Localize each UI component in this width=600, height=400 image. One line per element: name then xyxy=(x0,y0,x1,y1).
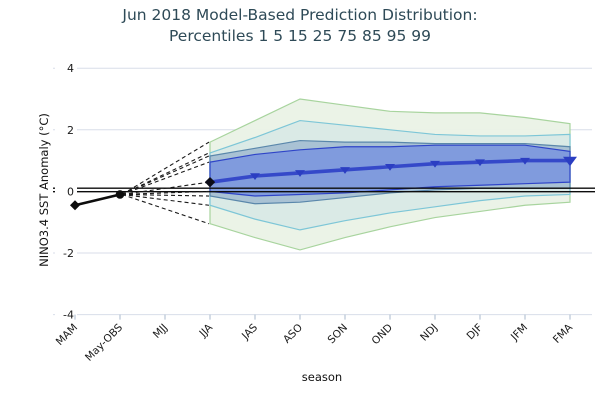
fan-dashed-line xyxy=(121,141,210,195)
median-marker-triangle xyxy=(385,164,395,171)
observed-line xyxy=(74,193,121,207)
fan-dashed-line xyxy=(121,161,210,195)
fan-dashed-line xyxy=(121,193,210,197)
observed-marker-diamond xyxy=(70,200,80,211)
y-tick-halo xyxy=(55,246,77,260)
y-tick-label: -2 xyxy=(63,247,74,260)
x-tick-label: OND xyxy=(370,322,396,348)
x-tick-label: MJJ xyxy=(151,322,170,341)
y-tick-halo xyxy=(55,184,77,198)
chart-title-line1: Jun 2018 Model-Based Prediction Distribu… xyxy=(122,6,478,24)
x-axis-title: season xyxy=(301,370,343,384)
x-tick-label: NDJ xyxy=(418,322,440,344)
x-tick-label: MAM xyxy=(54,322,80,348)
fan-dashed-line xyxy=(121,181,210,196)
y-tick-halo xyxy=(55,308,77,322)
forecast-start-marker xyxy=(204,176,216,188)
median-marker-triangle xyxy=(295,170,305,177)
x-tick-label: DJF xyxy=(464,322,485,343)
fan-dashed-line xyxy=(121,193,210,225)
median-marker-triangle xyxy=(430,160,440,168)
chart-title-line2: Percentiles 1 5 15 25 75 85 95 99 xyxy=(168,27,432,45)
observed-marker-circle xyxy=(115,190,125,199)
chart-title: Jun 2018 Model-Based Prediction Distribu… xyxy=(0,5,600,47)
y-tick-label: 2 xyxy=(67,124,74,137)
fan-dashed-line xyxy=(121,193,210,206)
fan-dashed-line xyxy=(121,190,210,196)
x-tick-label: FMA xyxy=(551,321,576,346)
median-marker-triangle xyxy=(475,159,485,167)
y-tick-label: -4 xyxy=(63,309,74,322)
median-marker-triangle xyxy=(250,173,260,180)
x-tick-label: May-OBS xyxy=(83,321,125,363)
x-tick-label: JFM xyxy=(508,322,530,344)
y-tick-halo xyxy=(55,123,77,137)
median-marker-triangle xyxy=(340,167,350,174)
x-tick-label: JJA xyxy=(197,321,216,340)
y-tick-halo xyxy=(55,61,77,75)
median-marker-triangle xyxy=(520,157,530,165)
y-tick-label: 0 xyxy=(67,185,74,198)
x-tick-label: ASO xyxy=(281,322,305,346)
y-tick-label: 4 xyxy=(67,62,74,75)
x-tick-label: JAS xyxy=(239,321,260,342)
median-marker-triangle xyxy=(563,156,577,167)
fan-dashed-line xyxy=(121,155,210,195)
x-tick-label: SON xyxy=(326,322,351,347)
